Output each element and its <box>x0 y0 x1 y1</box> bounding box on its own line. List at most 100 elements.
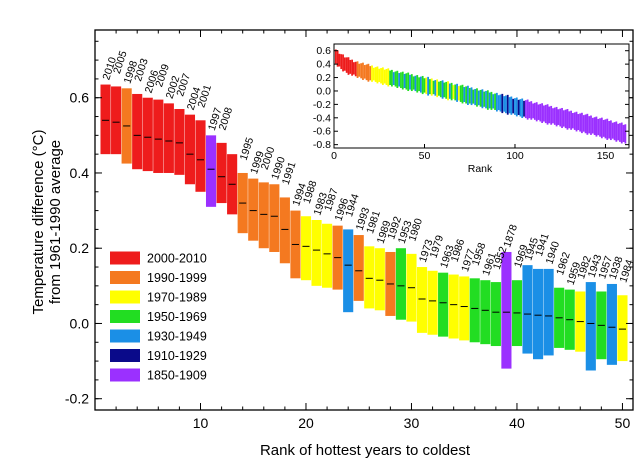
legend-label: 1850-1909 <box>147 369 207 383</box>
inset-bar <box>600 117 603 139</box>
bar-rank-34 <box>448 274 459 339</box>
inset-bar <box>497 95 500 111</box>
inset-bar <box>360 63 363 79</box>
inset-y-tick-label: -0.2 <box>313 99 331 111</box>
inset-bar <box>400 72 402 89</box>
inset-bar <box>432 80 435 95</box>
inset-bar <box>604 119 607 139</box>
inset-bar <box>512 98 515 114</box>
inset-bar <box>342 54 344 72</box>
main-plot: 2010200519982003200620092002200720042001… <box>30 29 636 459</box>
inset-bar <box>515 97 518 117</box>
x-tick-label: 20 <box>298 415 314 431</box>
bar-rank-18 <box>279 197 290 264</box>
inset-y-tick-label: -0.8 <box>313 139 331 151</box>
inset-bar <box>602 119 605 137</box>
x-tick-label: 10 <box>193 415 209 431</box>
inset-bar <box>546 104 549 125</box>
inset-x-axis-label: Rank <box>468 163 493 175</box>
inset-bar <box>528 101 531 119</box>
bar-rank-31 <box>416 267 428 333</box>
inset-bar <box>503 96 506 112</box>
main-year-labels: 2010200519982003200620092002200720042001… <box>100 49 636 286</box>
inset-bar <box>429 79 431 95</box>
inset-bar <box>372 67 375 81</box>
inset-bar <box>552 108 554 124</box>
inset-bar <box>599 118 601 137</box>
inset-x-tick-label: 0 <box>331 150 337 162</box>
inset-y-tick-label: 0.4 <box>316 59 331 71</box>
inset-bar <box>334 49 337 64</box>
inset-bar <box>495 92 498 112</box>
inset-bar <box>445 81 448 99</box>
inset-bar <box>619 123 621 142</box>
inset-bar <box>611 122 614 139</box>
bar-rank-1 <box>100 84 111 155</box>
inset-bar <box>564 109 567 129</box>
inset-bar <box>354 61 357 77</box>
inset-bar <box>438 81 440 96</box>
inset-bar <box>579 113 582 132</box>
bar-rank-36 <box>469 278 480 343</box>
bar-rank-12 <box>216 142 227 204</box>
inset-plot: 0 50 100 150 -0.8-0.6 -0.4-0.2 0.00.20.4 0.6 Ra… <box>313 43 630 175</box>
inset-bar <box>533 102 536 120</box>
inset-bar <box>532 103 534 119</box>
bar-rank-8 <box>174 109 185 175</box>
bar-rank-2 <box>111 86 122 155</box>
inset-bar <box>526 99 529 120</box>
inset-bar <box>392 72 395 86</box>
main-means <box>102 119 626 330</box>
inset-bar <box>398 73 401 87</box>
inset-bar <box>409 74 411 90</box>
inset-bars <box>334 49 627 144</box>
legend-label: 1950-1969 <box>147 310 207 324</box>
inset-bar <box>477 90 480 106</box>
legend-swatch <box>110 329 140 343</box>
bar-rank-20 <box>300 216 312 281</box>
inset-bar <box>419 76 422 93</box>
inset-bar <box>454 84 457 101</box>
inset-bar <box>381 67 384 85</box>
inset-bar <box>418 77 420 92</box>
inset-bar <box>468 88 471 104</box>
inset-bar <box>396 70 399 89</box>
inset-bar <box>492 94 495 109</box>
inset-bar <box>591 117 594 134</box>
bar-rank-43 <box>543 268 554 356</box>
inset-bar <box>586 113 589 135</box>
inset-bar <box>476 88 478 107</box>
inset-bar <box>470 87 473 106</box>
bar-rank-35 <box>459 276 470 341</box>
legend-label: 1930-1949 <box>147 330 207 344</box>
inset-bar <box>391 69 393 87</box>
inset-bar <box>374 67 377 82</box>
x-tick-label: 30 <box>404 415 420 431</box>
inset-bar <box>544 104 547 124</box>
inset-bar <box>584 114 587 134</box>
inset-y-tick-label: 0.0 <box>316 85 331 97</box>
inset-bar <box>575 111 578 132</box>
inset-bar <box>561 107 563 129</box>
bar-rank-32 <box>427 270 438 335</box>
inset-bar <box>537 104 540 120</box>
inset-bar <box>550 105 553 125</box>
inset-bar <box>447 81 449 101</box>
bar-rank-42 <box>533 268 544 360</box>
y-tick-label: 0.4 <box>70 165 90 181</box>
inset-bar <box>403 73 406 89</box>
inset-bar <box>338 53 341 67</box>
inset-bar <box>570 110 572 130</box>
inset-bar <box>463 87 466 102</box>
inset-bar <box>581 112 583 134</box>
inset-bar <box>593 117 596 136</box>
bar-rank-15 <box>248 178 259 241</box>
legend-label: 1910-1929 <box>147 349 207 363</box>
inset-bar <box>517 99 520 115</box>
inset-bar <box>483 91 486 107</box>
inset-bar <box>340 54 343 70</box>
y-tick-label: 0.2 <box>70 240 90 256</box>
x-tick-label: 40 <box>509 415 525 431</box>
inset-bar <box>441 80 444 99</box>
